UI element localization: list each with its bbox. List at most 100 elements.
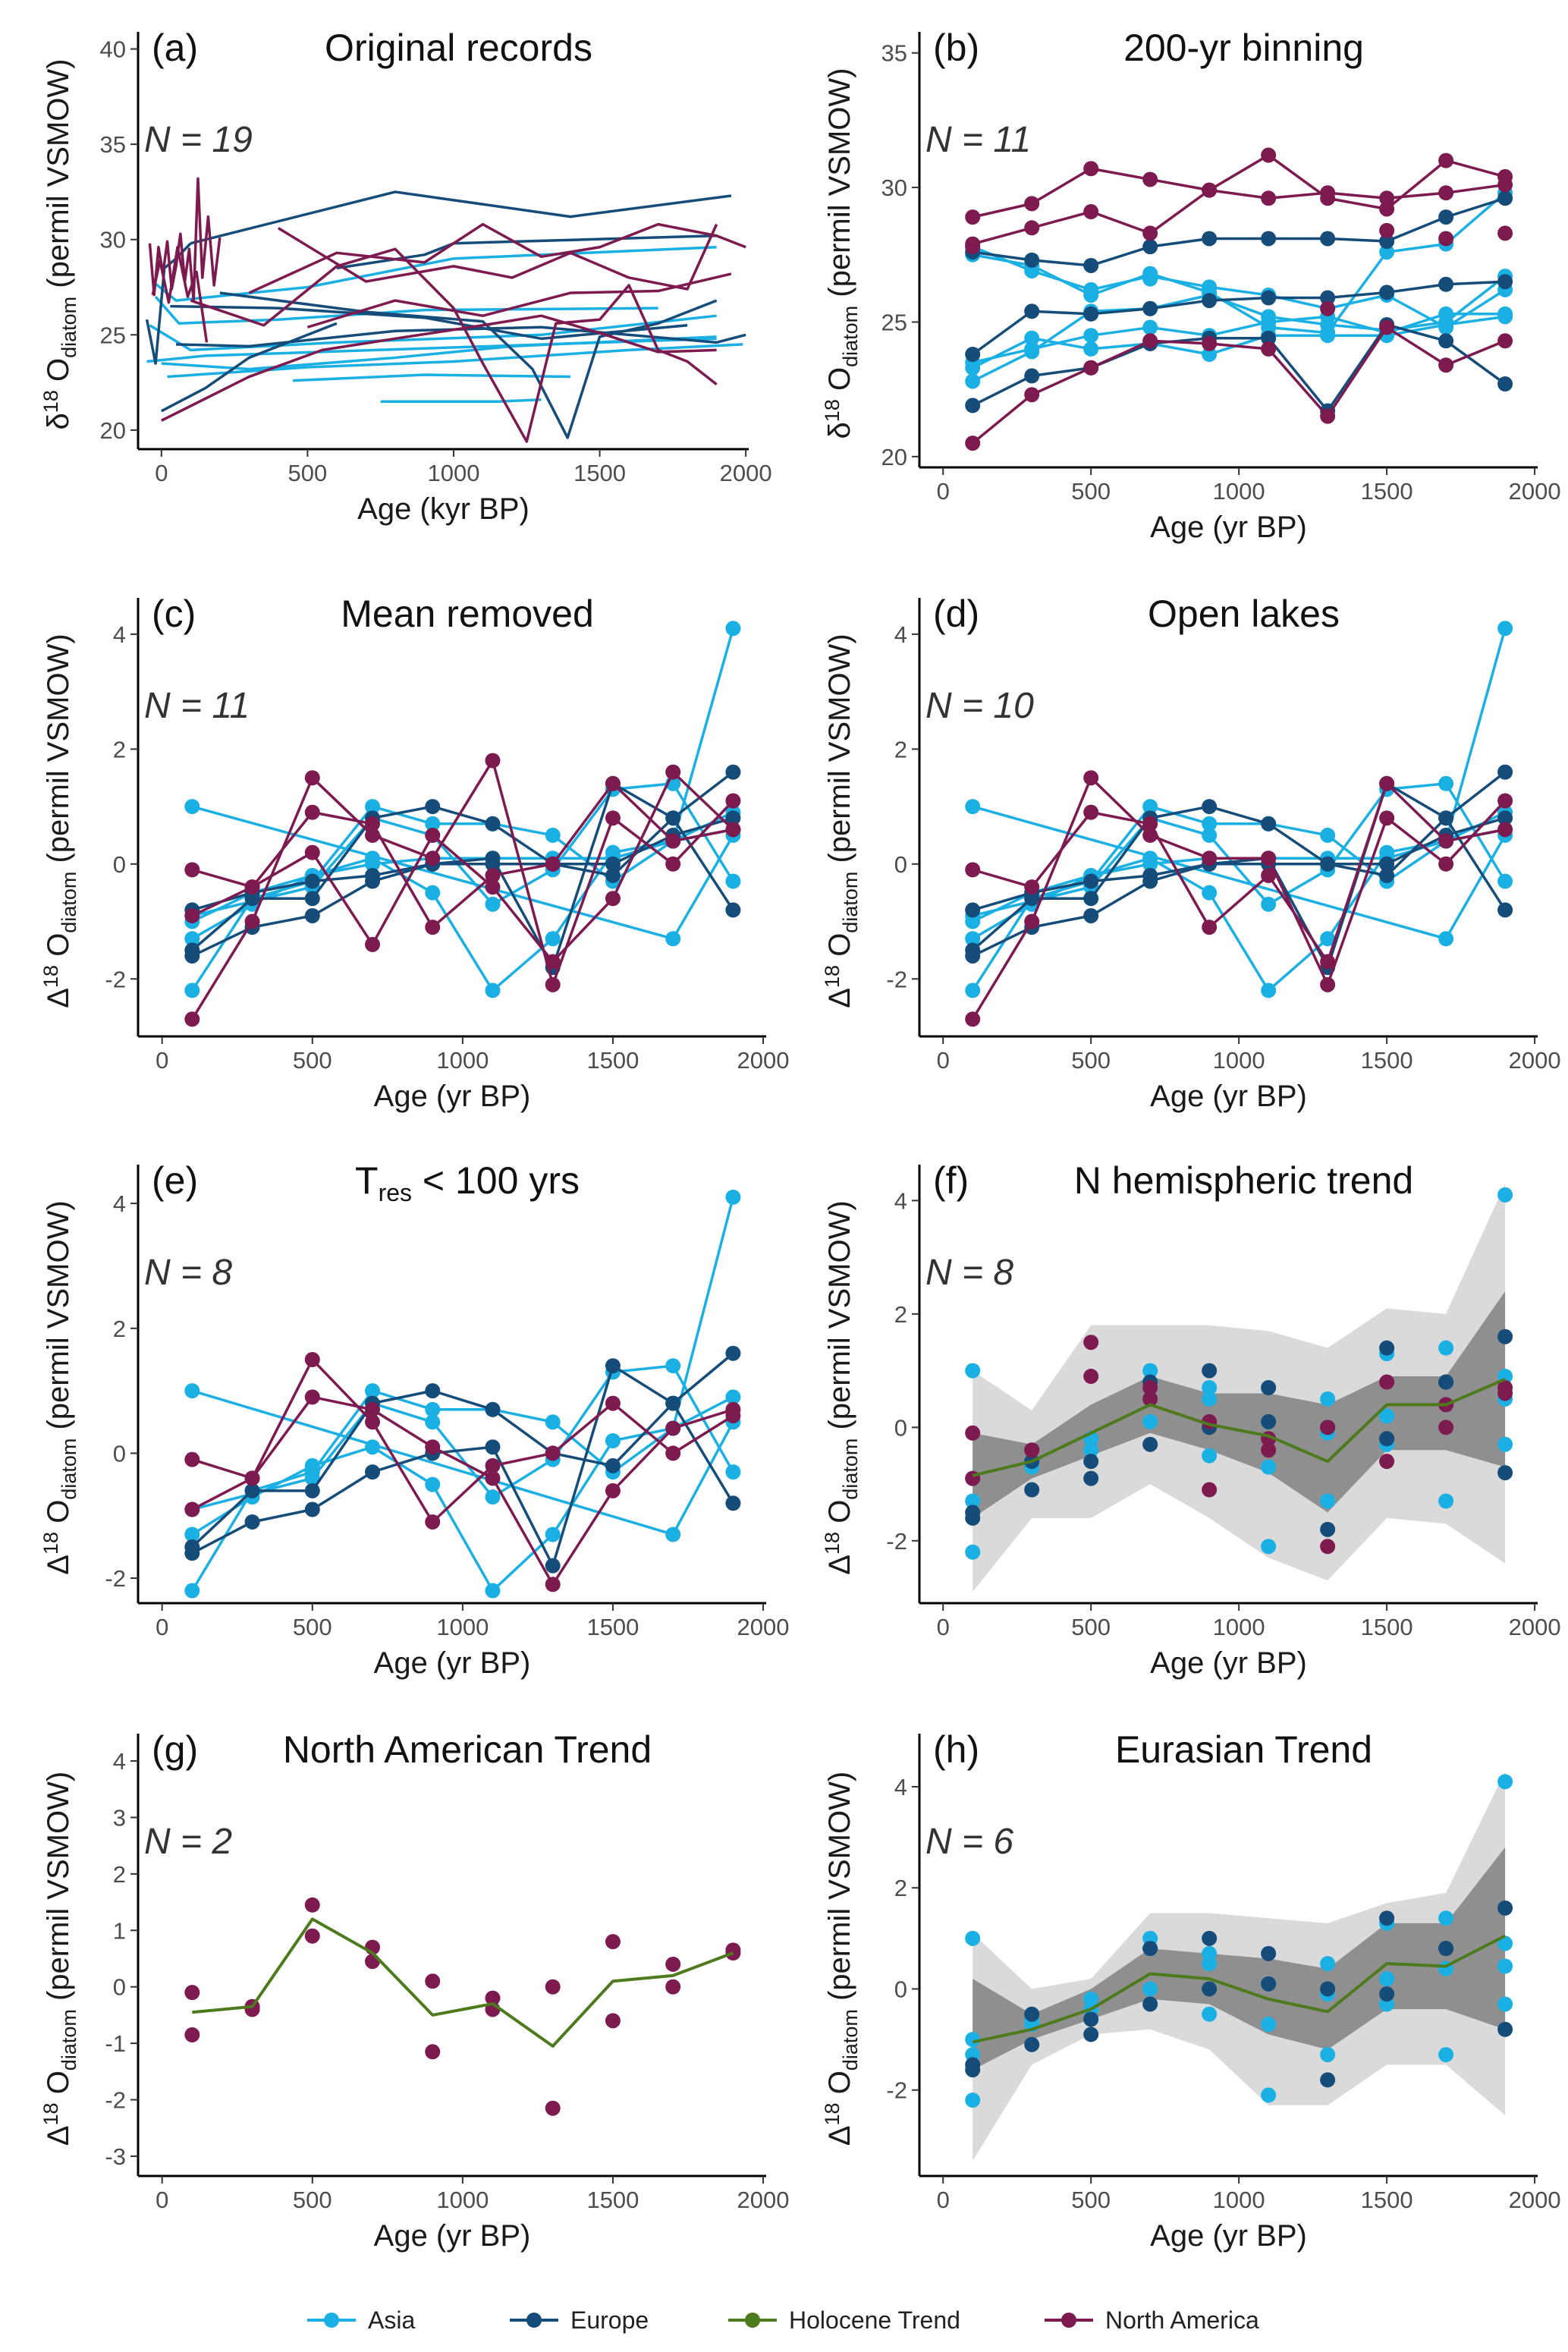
data-point xyxy=(665,1527,681,1542)
y-tick-label: 2 xyxy=(894,1301,907,1328)
data-point-europe xyxy=(1202,1930,1218,1946)
data-point xyxy=(1202,347,1218,363)
data-point xyxy=(184,799,200,815)
data-point xyxy=(1497,190,1513,206)
y-axis-symbol: Δ xyxy=(823,988,856,1008)
y-axis-symbol: δ xyxy=(823,422,856,439)
y-axis-superscript: 18 xyxy=(39,390,62,413)
y-tick-label: -2 xyxy=(886,966,907,992)
data-point xyxy=(1261,867,1277,883)
data-point xyxy=(605,1358,621,1374)
y-tick-label: -2 xyxy=(105,1565,126,1592)
data-point-europe xyxy=(1024,1482,1040,1498)
data-point xyxy=(1024,196,1040,212)
y-axis-superscript: 18 xyxy=(821,965,844,988)
data-point xyxy=(965,983,981,998)
y-axis-element: O xyxy=(823,367,856,399)
data-point xyxy=(965,1011,981,1027)
x-tick-label: 500 xyxy=(1071,1614,1111,1640)
legend: Asia Europe Holocene Trend North America xyxy=(307,2306,1259,2334)
series-line-asia xyxy=(293,373,571,382)
data-point xyxy=(1497,376,1513,392)
data-point-europe xyxy=(1261,1976,1277,1992)
y-axis-subscript: diatom xyxy=(839,872,862,933)
data-point-north-america xyxy=(1497,1380,1513,1395)
data-point xyxy=(1083,770,1099,786)
data-point xyxy=(965,373,981,389)
data-point-europe xyxy=(1261,1413,1277,1429)
panel-label: (a) xyxy=(152,27,198,69)
data-point xyxy=(1497,873,1513,889)
y-axis-element: O xyxy=(42,933,75,965)
y-axis-element: O xyxy=(823,2071,856,2102)
x-tick-label: 1000 xyxy=(427,460,479,486)
legend-item-holocene-trend: Holocene Trend xyxy=(728,2306,960,2334)
y-tick-label: 25 xyxy=(100,322,126,348)
data-point xyxy=(545,1527,561,1542)
y-axis-title: Δ18 Odiatom (permil VSMOW) xyxy=(39,1772,80,2146)
data-point-europe xyxy=(1261,1945,1277,1961)
data-point xyxy=(1497,274,1513,290)
data-point-north-america xyxy=(304,1897,320,1913)
y-axis-element: O xyxy=(42,1500,75,1532)
data-point-north-america xyxy=(665,1979,681,1995)
data-point-asia xyxy=(965,1363,981,1379)
series-line-north-america xyxy=(151,246,209,343)
legend-marker xyxy=(745,2313,760,2328)
data-point-europe xyxy=(1024,2036,1040,2052)
panel-title: North American Trend xyxy=(283,1728,652,1771)
y-axis-element: O xyxy=(823,1500,856,1532)
data-point-asia xyxy=(1261,2017,1277,2033)
data-point xyxy=(1142,319,1158,335)
data-point-asia xyxy=(1083,1442,1099,1458)
data-point xyxy=(1261,330,1277,346)
y-tick-label: 4 xyxy=(894,621,907,648)
data-point xyxy=(1261,816,1277,832)
panel-title-main: T xyxy=(355,1159,379,1202)
data-point xyxy=(605,891,621,907)
data-point xyxy=(244,1514,260,1530)
y-tick-label: 0 xyxy=(894,1976,907,2002)
data-point xyxy=(1379,201,1395,217)
panel-label: (f) xyxy=(933,1159,969,1202)
data-point xyxy=(1024,252,1040,268)
y-axis-subscript: diatom xyxy=(839,306,862,367)
x-tick-label: 2000 xyxy=(1509,1047,1561,1074)
y-tick-label: 4 xyxy=(113,1748,126,1775)
data-point xyxy=(725,873,741,889)
series-line-asia xyxy=(154,295,658,325)
data-point xyxy=(1261,231,1277,247)
x-tick-label: 500 xyxy=(293,2187,332,2213)
data-point xyxy=(1024,891,1040,907)
y-tick-label: 2 xyxy=(113,1316,126,1342)
data-point-europe xyxy=(1261,1380,1277,1395)
data-point-asia xyxy=(965,2032,981,2048)
data-point xyxy=(1083,907,1099,923)
y-tick-label: 2 xyxy=(113,1861,126,1888)
y-axis-superscript: 18 xyxy=(39,2102,62,2125)
data-point-north-america xyxy=(1142,1391,1158,1407)
y-axis-title: δ18 Odiatom (permil VSMOW) xyxy=(39,59,80,430)
data-point xyxy=(965,347,981,363)
series-line-asia xyxy=(971,627,1507,992)
series-line-north-america xyxy=(306,272,732,329)
data-point xyxy=(1497,225,1513,241)
data-point xyxy=(485,1401,501,1417)
y-tick-label: 0 xyxy=(113,851,126,878)
data-point-europe xyxy=(1497,2021,1513,2037)
data-point-asia xyxy=(1438,1910,1454,1926)
data-point xyxy=(1497,764,1513,780)
x-tick-label: 0 xyxy=(937,1047,950,1074)
data-point xyxy=(605,1395,621,1411)
data-point-north-america xyxy=(1320,1420,1336,1435)
chart-panel-d: 0 500 1000 1500 2000 -2 0 2 4 Age (yr BP) Δ18 Odia… xyxy=(821,593,1561,1113)
data-point xyxy=(365,1414,381,1430)
x-tick-label: 2000 xyxy=(737,1047,790,1074)
data-point xyxy=(184,1539,200,1555)
y-axis-units: (permil VSMOW) xyxy=(823,68,856,306)
x-tick-label: 1000 xyxy=(436,1614,489,1640)
data-point-north-america xyxy=(545,1979,561,1995)
y-tick-label: 1 xyxy=(113,1917,126,1944)
data-point xyxy=(1142,225,1158,241)
sample-count-label: N = 8 xyxy=(144,1253,232,1293)
